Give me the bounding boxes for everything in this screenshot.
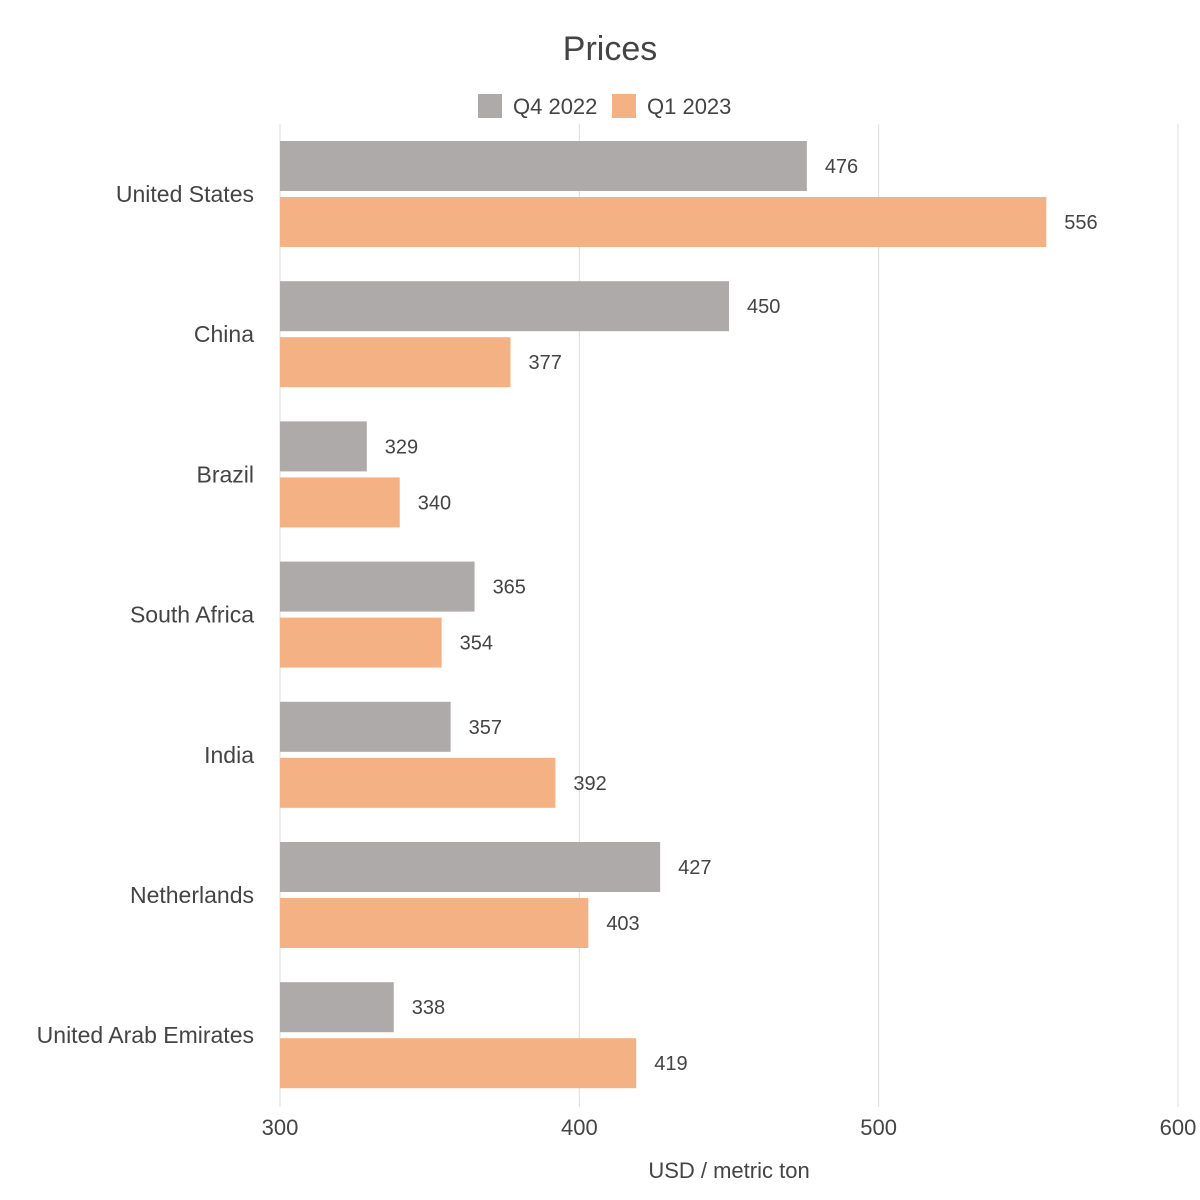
- bar-2-5: [280, 757, 556, 808]
- bar-1-6: [280, 842, 661, 892]
- data-label: 338: [412, 997, 445, 1019]
- category-label: United States: [116, 181, 254, 207]
- data-label: 556: [1064, 212, 1097, 234]
- gridlines: [279, 124, 1179, 1107]
- bar-2-1: [280, 197, 1047, 247]
- bar-1-5: [280, 701, 451, 752]
- legend-swatch-1: [478, 94, 502, 118]
- x-tick-label-500: 500: [860, 1115, 897, 1140]
- data-label: 357: [469, 717, 502, 739]
- bar-2-7: [280, 1038, 637, 1089]
- x-axis-ticks: 300 400 500 600: [262, 1115, 1197, 1140]
- bar-2-6: [280, 898, 589, 948]
- bar-1-1: [280, 141, 807, 191]
- legend-swatch-2: [612, 94, 636, 118]
- bar-1-7: [280, 982, 394, 1033]
- category-label: Netherlands: [130, 882, 254, 908]
- x-axis-label: USD / metric ton: [648, 1158, 809, 1183]
- chart-title: Prices: [563, 30, 657, 68]
- x-tick-label-400: 400: [561, 1115, 598, 1140]
- legend: Q4 2022 Q1 2023: [478, 94, 731, 119]
- data-label: 340: [418, 492, 451, 514]
- legend-label-2: Q1 2023: [647, 94, 731, 119]
- data-label: 354: [460, 633, 493, 655]
- category-label: United Arab Emirates: [37, 1022, 254, 1048]
- bar-1-2: [280, 281, 729, 332]
- category-label: China: [194, 321, 254, 347]
- bar-2-3: [280, 477, 400, 528]
- data-label: 377: [528, 352, 561, 374]
- bar-2-2: [280, 337, 511, 388]
- data-label: 450: [747, 296, 780, 318]
- category-label: Brazil: [196, 461, 254, 487]
- data-label: 392: [573, 773, 606, 795]
- data-label: 329: [385, 436, 418, 458]
- bar-2-4: [280, 617, 442, 668]
- legend-label-1: Q4 2022: [513, 94, 597, 119]
- data-label: 427: [678, 857, 711, 879]
- category-label: India: [204, 742, 254, 768]
- x-tick-label-300: 300: [262, 1115, 299, 1140]
- x-tick-label-600: 600: [1160, 1115, 1197, 1140]
- bar-1-4: [280, 561, 475, 612]
- category-labels: United States China Brazil South Africa Indi…: [37, 181, 255, 1048]
- data-label: 403: [606, 913, 639, 935]
- category-label: South Africa: [130, 602, 254, 628]
- data-label: 476: [825, 156, 858, 178]
- bar-1-3: [280, 421, 367, 472]
- bars: 476 556 450 377 329 340 365 354 357 392 427 403 338 4…: [280, 141, 1098, 1089]
- data-label: 365: [493, 577, 526, 599]
- data-label: 419: [654, 1053, 687, 1075]
